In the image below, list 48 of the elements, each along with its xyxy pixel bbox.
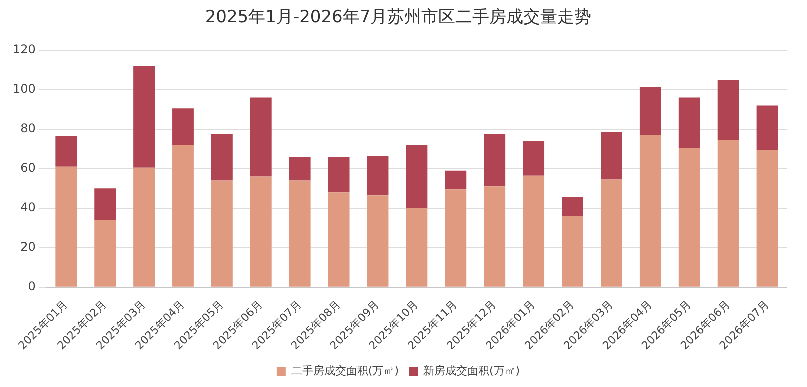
bar <box>523 141 545 176</box>
bar <box>523 176 545 287</box>
bar <box>718 140 740 287</box>
y-tick-label: 60 <box>20 161 36 176</box>
y-tick-label: 80 <box>20 122 36 136</box>
bar <box>250 98 272 177</box>
bar <box>172 108 194 146</box>
bar <box>328 157 350 193</box>
bar <box>445 190 467 287</box>
bar <box>406 208 428 287</box>
bar <box>678 98 700 148</box>
chart-title: 2025年1月-2026年7月苏州市区二手房成交量走势 <box>205 8 592 28</box>
legend-label: 二手房成交面积(万㎡) <box>291 364 400 378</box>
bar <box>640 86 662 136</box>
bar <box>367 156 389 196</box>
bar <box>134 66 155 168</box>
bar <box>718 80 740 140</box>
bar <box>289 157 311 181</box>
bar <box>562 216 584 287</box>
bar <box>250 176 272 287</box>
y-tick-label: 120 <box>13 42 36 57</box>
y-tick-label: 40 <box>20 200 36 215</box>
bar <box>445 170 467 190</box>
bar <box>640 135 662 287</box>
y-tick-label: 100 <box>13 82 36 96</box>
y-tick-label: 20 <box>20 240 36 254</box>
bar <box>289 180 311 287</box>
bar <box>367 196 389 287</box>
bar <box>328 192 350 287</box>
bar <box>601 132 622 180</box>
bar <box>484 134 506 187</box>
bar <box>562 198 584 216</box>
bar <box>484 186 506 287</box>
legend-label: 新房成交面积(万㎡) <box>424 364 520 378</box>
bar <box>601 180 622 287</box>
bar <box>56 166 78 287</box>
bar <box>94 220 116 287</box>
bar <box>94 188 116 220</box>
bar <box>134 168 155 287</box>
bar <box>211 180 233 287</box>
bar <box>172 145 194 287</box>
bar <box>406 145 428 208</box>
bar <box>756 150 778 287</box>
bar <box>678 148 700 287</box>
bar <box>56 136 78 167</box>
bar <box>211 134 233 181</box>
y-tick-label: 0 <box>28 280 36 294</box>
bar <box>756 106 778 150</box>
